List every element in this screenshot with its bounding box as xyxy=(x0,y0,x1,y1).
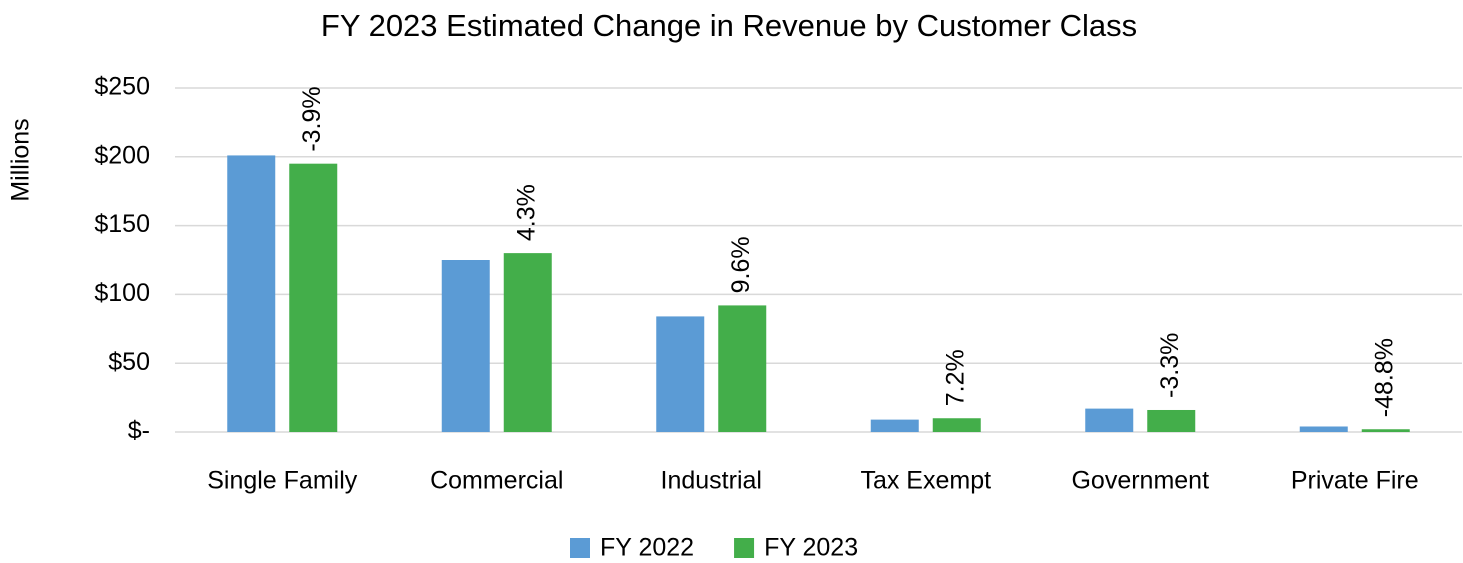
bar xyxy=(1085,408,1134,432)
bar xyxy=(227,155,276,432)
legend-swatch xyxy=(734,538,755,558)
y-tick-label: $200 xyxy=(94,141,150,169)
x-tick-label: Tax Exempt xyxy=(860,467,991,495)
bar xyxy=(1361,429,1410,432)
data-label: -48.8% xyxy=(1370,338,1398,417)
bar xyxy=(289,163,338,432)
legend-label: FY 2022 xyxy=(600,534,694,562)
data-label: 9.6% xyxy=(727,236,755,293)
bar xyxy=(656,316,705,432)
x-tick-label: Single Family xyxy=(207,467,358,495)
y-axis-label: Millions xyxy=(7,118,35,201)
chart-title: FY 2023 Estimated Change in Revenue by C… xyxy=(321,8,1137,43)
y-tick-label: $- xyxy=(128,417,150,445)
y-tick-label: $50 xyxy=(108,348,150,376)
legend-label: FY 2023 xyxy=(764,534,858,562)
x-tick-label: Private Fire xyxy=(1291,467,1419,495)
y-tick-label: $100 xyxy=(94,279,150,307)
bar xyxy=(718,305,767,432)
x-tick-label: Industrial xyxy=(661,467,762,495)
bar xyxy=(503,253,552,432)
data-label: -3.9% xyxy=(298,86,326,151)
data-label: 7.2% xyxy=(941,349,969,406)
y-tick-label: $250 xyxy=(94,73,150,101)
bar xyxy=(870,419,919,432)
bar xyxy=(1299,426,1348,432)
bar xyxy=(441,260,490,432)
bar xyxy=(1147,409,1196,432)
data-label: -3.3% xyxy=(1156,333,1184,398)
y-tick-label: $150 xyxy=(94,210,150,238)
bar xyxy=(932,418,981,432)
data-label: 4.3% xyxy=(512,184,540,241)
x-tick-label: Government xyxy=(1071,467,1209,495)
x-tick-label: Commercial xyxy=(430,467,563,495)
legend-swatch xyxy=(570,538,590,558)
